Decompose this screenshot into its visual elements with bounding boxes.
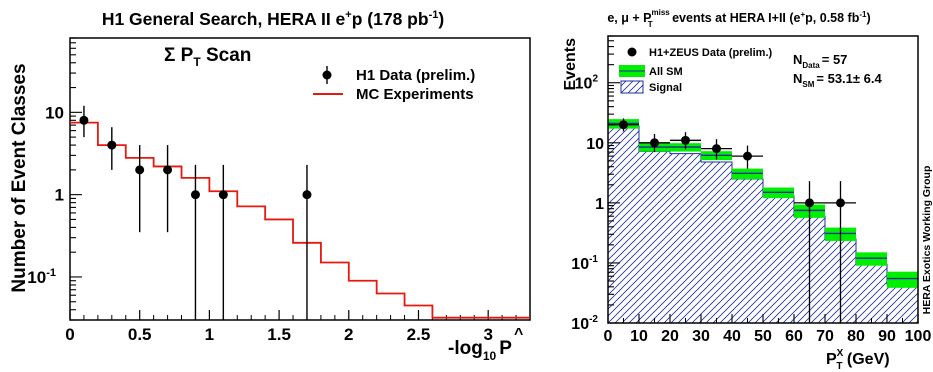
right-stats: NData = 57 NSM = 53.1± 6.4 bbox=[793, 52, 882, 89]
data-point bbox=[163, 165, 173, 175]
y-tick-label: 10-1 bbox=[571, 254, 598, 273]
signal-bar bbox=[608, 126, 639, 323]
signal-bar bbox=[856, 264, 887, 323]
right-series bbox=[608, 118, 918, 323]
sm-band bbox=[856, 252, 887, 266]
data-point bbox=[218, 190, 228, 200]
left-title: H1 General Search, HERA II e+p (178 pb-1… bbox=[102, 9, 444, 29]
x-tick-label: 0 bbox=[65, 325, 74, 344]
data-point bbox=[135, 165, 145, 175]
signal-bar bbox=[763, 196, 794, 323]
right-chart: e, μ + Pmiss T events at HERA I+II (e+p, … bbox=[562, 8, 933, 372]
signal-bar bbox=[701, 161, 732, 323]
left-x-axis-label-hat: ^ bbox=[514, 326, 523, 343]
legend-label-mc: MC Experiments bbox=[356, 86, 474, 103]
stat-n-sm: NSM = 53.1± 6.4 bbox=[793, 71, 882, 89]
legend-label-h1zeus-data: H1+ZEUS Data (prelim.) bbox=[649, 47, 773, 59]
data-point bbox=[619, 120, 628, 130]
signal-bar bbox=[887, 284, 918, 323]
x-tick-label: 60 bbox=[785, 328, 803, 345]
y-tick-label: 1 bbox=[55, 186, 64, 205]
signal-bar bbox=[670, 153, 701, 323]
legend-label-all-sm: All SM bbox=[649, 66, 683, 78]
legend-label-signal: Signal bbox=[649, 82, 682, 94]
left-y-ticks: 10 1 10-1 bbox=[27, 37, 82, 321]
x-tick-label: 0 bbox=[604, 328, 613, 345]
legend-marker-h1zeus-data bbox=[627, 47, 637, 57]
left-y-axis-label: Number of Event Classes bbox=[9, 63, 30, 292]
data-point bbox=[712, 144, 721, 154]
data-point bbox=[107, 140, 117, 150]
x-tick-label: 3 bbox=[483, 325, 492, 344]
data-point bbox=[836, 198, 845, 208]
left-legend: H1 Data (prelim.) MC Experiments bbox=[313, 66, 475, 103]
left-plot-frame bbox=[69, 37, 531, 321]
x-tick-label: 10 bbox=[630, 328, 648, 345]
left-chart: H1 General Search, HERA II e+p (178 pb-1… bbox=[9, 9, 531, 363]
left-series bbox=[70, 105, 530, 320]
x-tick-label: 40 bbox=[723, 328, 741, 345]
x-tick-label: 1.5 bbox=[267, 325, 291, 344]
legend-marker-signal bbox=[620, 80, 644, 94]
right-legend: H1+ZEUS Data (prelim.) All SM Signal bbox=[619, 47, 773, 94]
stat-n-data: NData = 57 bbox=[793, 52, 847, 70]
sm-band bbox=[887, 271, 918, 288]
signal-bar bbox=[732, 178, 763, 323]
right-y-ticks: 102 10 1 10-1 10-2 bbox=[571, 35, 620, 333]
right-title: e, μ + Pmiss T events at HERA I+II (e+p, … bbox=[607, 8, 870, 29]
y-tick-label: 10 bbox=[586, 136, 604, 153]
left-x-axis-label: -log10 P bbox=[448, 338, 512, 363]
x-tick-label: 2.5 bbox=[407, 325, 431, 344]
x-tick-label: 0.5 bbox=[128, 325, 152, 344]
data-point bbox=[650, 138, 659, 148]
data-point bbox=[805, 198, 814, 208]
x-tick-label: 100 bbox=[905, 328, 932, 345]
right-y-axis-label: Events bbox=[562, 38, 579, 91]
y-tick-label: 102 bbox=[575, 74, 599, 93]
x-tick-label: 80 bbox=[847, 328, 865, 345]
legend-label-h1-data: H1 Data (prelim.) bbox=[356, 67, 475, 84]
x-tick-label: 20 bbox=[661, 328, 679, 345]
right-side-label: HERA Exotics Working Group bbox=[921, 166, 933, 315]
data-point bbox=[79, 115, 89, 125]
x-tick-label: 1 bbox=[205, 325, 214, 344]
y-tick-label: 10 bbox=[45, 103, 64, 122]
right-x-ticks: 0 10 20 30 40 50 60 70 80 90 100 bbox=[604, 314, 932, 345]
x-tick-label: 70 bbox=[816, 328, 834, 345]
y-tick-label: 10-1 bbox=[27, 267, 56, 287]
y-tick-label: 10-2 bbox=[571, 314, 598, 333]
data-point bbox=[681, 135, 690, 145]
left-annotation: Σ PT Scan bbox=[164, 45, 251, 69]
y-tick-label: 1 bbox=[595, 196, 604, 213]
right-x-axis-label: PX T (GeV) bbox=[826, 348, 890, 372]
data-point bbox=[302, 190, 312, 200]
data-point bbox=[190, 190, 200, 200]
x-tick-label: 90 bbox=[878, 328, 896, 345]
data-point bbox=[743, 151, 752, 161]
x-tick-label: 50 bbox=[754, 328, 772, 345]
x-tick-label: 30 bbox=[692, 328, 710, 345]
signal-bar bbox=[639, 151, 670, 323]
x-tick-label: 2 bbox=[344, 325, 353, 344]
